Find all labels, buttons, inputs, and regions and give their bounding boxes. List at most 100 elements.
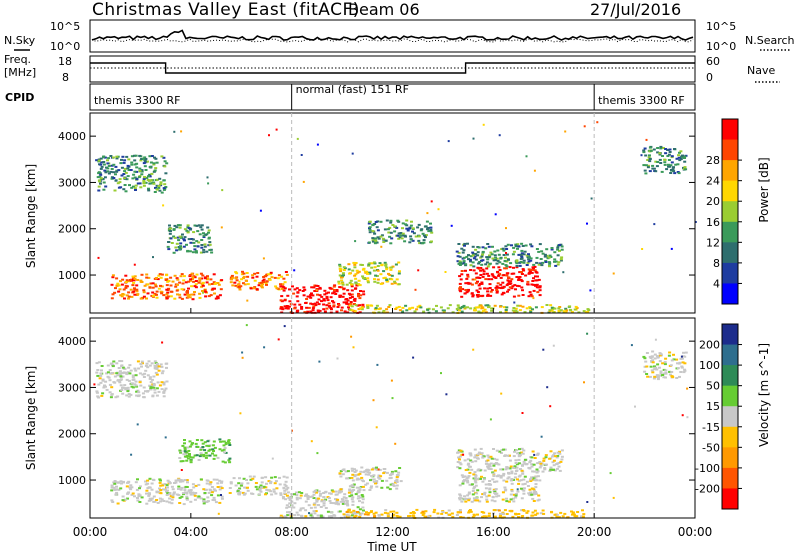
data-cell bbox=[462, 262, 466, 265]
data-cell bbox=[473, 307, 477, 310]
data-cell bbox=[514, 243, 518, 246]
data-cell bbox=[472, 487, 476, 490]
data-cell bbox=[476, 469, 480, 472]
data-cell bbox=[557, 462, 561, 464]
data-cell bbox=[479, 304, 483, 307]
cpid-segment-label: normal (fast) 151 RF bbox=[296, 83, 409, 96]
data-cell bbox=[312, 305, 316, 308]
data-cell bbox=[352, 346, 355, 349]
data-cell bbox=[342, 301, 346, 304]
data-cell bbox=[220, 279, 224, 282]
data-cell bbox=[354, 474, 358, 477]
data-cell bbox=[407, 515, 410, 518]
data-cell bbox=[171, 496, 175, 499]
data-cell bbox=[382, 270, 386, 273]
data-cell bbox=[162, 381, 166, 384]
data-cell bbox=[280, 306, 284, 309]
data-cell bbox=[193, 276, 197, 279]
data-cell bbox=[517, 482, 521, 485]
data-cell bbox=[119, 378, 123, 381]
data-cell bbox=[120, 372, 124, 375]
data-cell bbox=[138, 169, 142, 172]
data-cell bbox=[147, 494, 151, 497]
data-cell bbox=[346, 470, 350, 473]
data-cell bbox=[386, 515, 390, 518]
data-cell bbox=[170, 242, 174, 244]
data-cell bbox=[280, 295, 284, 298]
data-cell bbox=[226, 440, 230, 443]
data-cell bbox=[136, 279, 140, 281]
data-cell bbox=[135, 394, 139, 397]
data-cell bbox=[331, 490, 335, 493]
data-cell bbox=[517, 462, 521, 465]
data-cell bbox=[328, 500, 332, 502]
data-cell bbox=[134, 481, 138, 484]
data-cell bbox=[110, 486, 114, 489]
data-cell bbox=[515, 262, 519, 265]
data-cell bbox=[313, 502, 317, 505]
data-cell bbox=[467, 511, 471, 514]
data-cell bbox=[165, 274, 169, 277]
data-cell bbox=[392, 513, 396, 516]
data-cell bbox=[649, 365, 653, 368]
data-cell bbox=[150, 488, 154, 491]
data-cell bbox=[362, 489, 366, 492]
data-cell bbox=[133, 293, 137, 296]
data-cell bbox=[684, 355, 687, 358]
data-cell bbox=[506, 477, 510, 480]
data-cell bbox=[661, 374, 665, 376]
data-cell bbox=[379, 220, 383, 223]
data-cell bbox=[458, 455, 462, 458]
data-cell bbox=[399, 234, 403, 237]
data-cell bbox=[653, 357, 657, 360]
data-cell bbox=[441, 511, 445, 513]
data-cell bbox=[658, 152, 662, 155]
data-cell bbox=[178, 449, 182, 452]
data-cell bbox=[135, 290, 139, 293]
data-cell bbox=[389, 483, 393, 486]
freq-tick-bottom: 8 bbox=[62, 71, 69, 84]
data-cell bbox=[676, 171, 680, 173]
data-cell bbox=[536, 275, 539, 278]
data-cell bbox=[336, 306, 340, 308]
data-cell bbox=[149, 499, 153, 502]
data-cell bbox=[280, 287, 284, 290]
data-cell bbox=[297, 491, 301, 494]
data-cell bbox=[204, 233, 208, 236]
data-cell bbox=[312, 510, 316, 513]
data-cell bbox=[178, 248, 182, 251]
data-cell bbox=[269, 271, 273, 274]
data-cell bbox=[219, 485, 223, 488]
data-cell bbox=[475, 478, 479, 481]
time-axis-label: Time UT bbox=[366, 540, 417, 554]
data-cell bbox=[434, 310, 438, 313]
data-cell bbox=[368, 228, 372, 231]
data-cell bbox=[208, 283, 211, 286]
data-cell bbox=[680, 154, 684, 157]
data-cell bbox=[200, 228, 204, 231]
data-cell bbox=[200, 224, 204, 227]
velocity-cbar-label: Velocity [m s^-1] bbox=[757, 343, 771, 447]
data-cell bbox=[459, 449, 463, 452]
data-cell bbox=[356, 506, 360, 509]
data-cell bbox=[553, 251, 557, 254]
data-cell bbox=[157, 274, 161, 277]
data-cell bbox=[350, 309, 354, 312]
data-cell bbox=[365, 469, 369, 471]
data-cell bbox=[130, 155, 134, 158]
data-cell bbox=[325, 292, 328, 295]
data-cell bbox=[145, 492, 148, 495]
data-cell bbox=[211, 448, 215, 451]
data-cell bbox=[460, 273, 464, 276]
data-cell bbox=[398, 236, 402, 239]
data-cell bbox=[521, 464, 524, 467]
data-cell bbox=[218, 479, 222, 482]
data-cell bbox=[422, 234, 426, 237]
data-cell bbox=[351, 269, 355, 272]
data-cell bbox=[347, 514, 350, 517]
data-cell bbox=[475, 294, 479, 296]
data-cell bbox=[306, 498, 310, 500]
data-cell bbox=[318, 309, 322, 312]
data-cell bbox=[357, 279, 361, 282]
data-cell bbox=[345, 302, 349, 305]
